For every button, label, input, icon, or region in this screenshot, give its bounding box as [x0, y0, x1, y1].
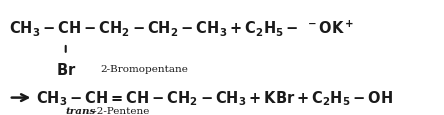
Text: 2-Bromopentane: 2-Bromopentane — [100, 65, 188, 73]
Text: -2-Pentene: -2-Pentene — [90, 106, 149, 115]
Text: $\mathbf{CH_3 - CH{=}CH - CH_2 - CH_3 + KBr + C_2H_5 - OH}$: $\mathbf{CH_3 - CH{=}CH - CH_2 - CH_3 + … — [36, 88, 392, 107]
Text: $\mathbf{CH_3 - CH - CH_2 - CH_2 - CH_3 + C_2H_5 -}$ $\mathbf{^-OK^+}$: $\mathbf{CH_3 - CH - CH_2 - CH_2 - CH_3 … — [9, 18, 354, 37]
Text: $\mathbf{Br}$: $\mathbf{Br}$ — [56, 61, 76, 77]
Text: trans: trans — [66, 106, 96, 115]
